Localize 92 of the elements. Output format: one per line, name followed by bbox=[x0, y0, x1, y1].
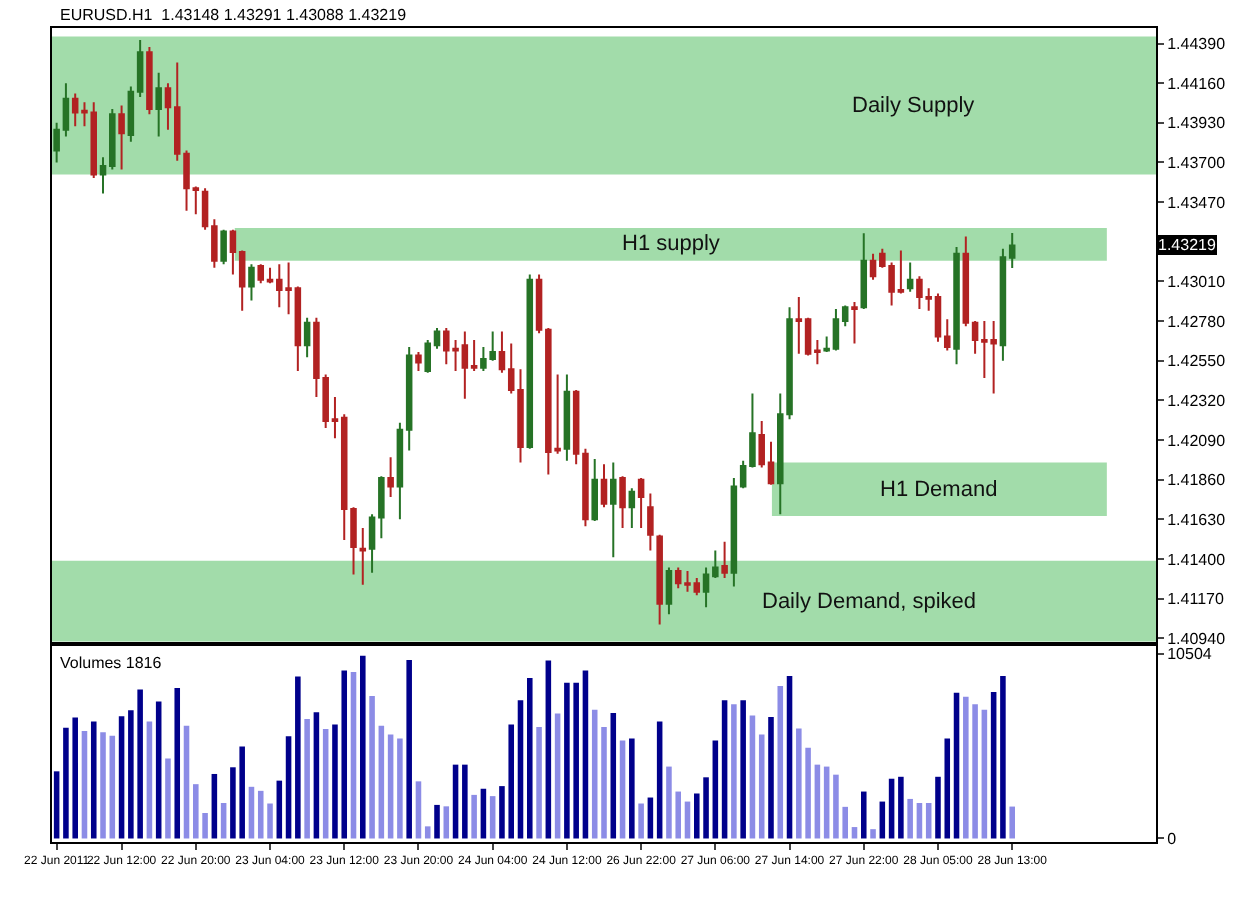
y-tick-label: 1.43930 bbox=[1167, 114, 1227, 133]
bar bbox=[860, 791, 867, 839]
candlestick bbox=[146, 45, 153, 116]
candlestick bbox=[628, 487, 636, 529]
bar bbox=[165, 758, 171, 839]
y-tick-label: 1.41400 bbox=[1167, 550, 1227, 569]
candlestick bbox=[415, 351, 422, 373]
annotation: 1.43219 bbox=[1158, 236, 1217, 254]
y-tick-label: 1.41860 bbox=[1167, 471, 1227, 490]
bar bbox=[462, 764, 468, 839]
bar bbox=[638, 803, 644, 839]
bar bbox=[777, 686, 784, 839]
bar bbox=[768, 717, 774, 839]
bar bbox=[740, 700, 746, 839]
bar bbox=[397, 738, 403, 839]
candlestick bbox=[721, 540, 728, 579]
bar bbox=[619, 740, 626, 839]
bar bbox=[295, 676, 301, 839]
y-tick-label: 1.44390 bbox=[1167, 35, 1227, 54]
candlestick bbox=[851, 301, 858, 345]
band-label: Daily Demand, spiked bbox=[762, 590, 976, 614]
y-tick-label: 1.43010 bbox=[1167, 273, 1227, 292]
bar bbox=[304, 718, 310, 839]
bar bbox=[100, 732, 106, 839]
bar bbox=[434, 804, 440, 839]
bar bbox=[53, 771, 60, 839]
candlestick bbox=[387, 456, 394, 498]
y-tick-label: 1.42780 bbox=[1167, 312, 1227, 331]
bar bbox=[712, 740, 719, 839]
y-tick-label: 1.42550 bbox=[1167, 352, 1227, 371]
candlestick bbox=[220, 228, 227, 266]
candlestick bbox=[795, 295, 803, 355]
bar bbox=[629, 738, 635, 839]
bar bbox=[90, 721, 97, 839]
candlestick bbox=[953, 245, 960, 366]
bar bbox=[369, 696, 375, 839]
band-label: H1 supply bbox=[622, 232, 721, 256]
bar bbox=[406, 659, 412, 839]
bar bbox=[758, 734, 765, 839]
candlestick bbox=[600, 463, 608, 509]
candlestick bbox=[359, 526, 367, 586]
bar bbox=[731, 704, 737, 839]
y-tick-label: 1.41630 bbox=[1167, 510, 1227, 529]
bar bbox=[870, 829, 876, 839]
bar bbox=[174, 688, 181, 839]
candlestick bbox=[906, 261, 914, 293]
candlestick bbox=[248, 263, 255, 302]
y-tick-label: 10504 bbox=[1167, 645, 1213, 664]
candlestick bbox=[610, 461, 617, 559]
bar bbox=[387, 734, 394, 839]
y-tick-label: 1.43700 bbox=[1167, 154, 1227, 173]
candlestick bbox=[591, 458, 598, 523]
band-label: H1 Demand bbox=[880, 478, 998, 502]
candlestick bbox=[118, 104, 125, 171]
candlestick bbox=[665, 566, 673, 616]
candlestick bbox=[257, 263, 265, 285]
chart-title: EURUSD.H1 1.43148 1.43291 1.43088 1.43219 bbox=[60, 6, 408, 24]
candlestick bbox=[656, 533, 663, 626]
bar bbox=[721, 700, 728, 839]
bar bbox=[313, 712, 320, 839]
text: Volumes 1816 bbox=[60, 654, 163, 672]
candlestick bbox=[860, 232, 868, 311]
bar bbox=[1000, 676, 1006, 839]
bar bbox=[786, 676, 793, 839]
candlestick bbox=[563, 373, 571, 462]
candlestick bbox=[155, 71, 162, 138]
bar bbox=[536, 727, 542, 839]
bar bbox=[415, 781, 422, 839]
bar bbox=[471, 794, 477, 839]
y-tick-label: 1.41170 bbox=[1167, 590, 1225, 609]
bar bbox=[898, 776, 904, 839]
y-tick-label: 1.40940 bbox=[1167, 629, 1227, 648]
bar bbox=[527, 677, 533, 839]
candlestick bbox=[303, 316, 311, 359]
bar bbox=[1009, 806, 1015, 839]
bar bbox=[118, 716, 125, 839]
bar bbox=[424, 826, 431, 839]
band-label: Daily Supply bbox=[852, 94, 976, 118]
y-tick-label: 1.42320 bbox=[1167, 392, 1227, 410]
candlestick bbox=[619, 475, 626, 529]
bar bbox=[360, 655, 366, 839]
y-tick-label: 1.42090 bbox=[1167, 431, 1227, 450]
bar bbox=[907, 798, 913, 839]
y-tick-label: 1.43470 bbox=[1167, 193, 1227, 212]
candlestick bbox=[637, 476, 645, 529]
bar bbox=[610, 712, 617, 839]
candlestick bbox=[526, 273, 534, 450]
candlestick bbox=[647, 492, 654, 552]
bar bbox=[517, 700, 524, 839]
y-tick-label: 0 bbox=[1167, 830, 1178, 849]
y-tick-label: 1.44160 bbox=[1167, 74, 1227, 93]
bar bbox=[953, 692, 960, 839]
